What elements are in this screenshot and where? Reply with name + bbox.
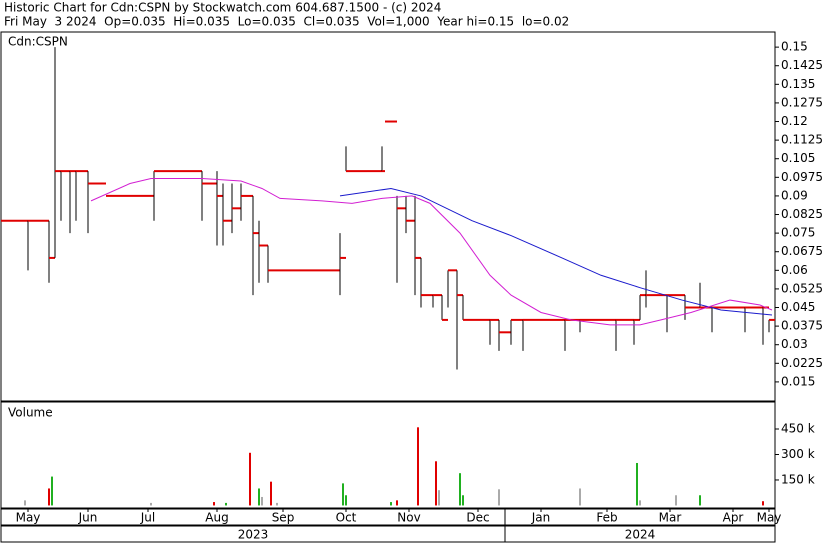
x-tick-label: May bbox=[757, 511, 782, 525]
chart-subtitle: Fri May 3 2024 Op=0.035 Hi=0.035 Lo=0.03… bbox=[4, 15, 569, 29]
panel-label: Volume bbox=[8, 406, 53, 420]
volume-bar bbox=[762, 501, 764, 506]
y-tick-label: 0.06 bbox=[781, 263, 808, 277]
volume-bar bbox=[150, 502, 152, 506]
volume-bar bbox=[213, 502, 215, 506]
volume-bar bbox=[345, 495, 347, 506]
y-tick-label: 0.0525 bbox=[781, 281, 823, 295]
year-label: 2024 bbox=[625, 528, 656, 542]
price-panel bbox=[0, 31, 776, 402]
y-tick-label: 0.03 bbox=[781, 337, 808, 351]
month-band bbox=[0, 508, 776, 526]
volume-bar bbox=[579, 488, 581, 506]
y-tick-label: 0.045 bbox=[781, 300, 815, 314]
y-tick-label: 0.1275 bbox=[781, 95, 823, 109]
x-tick-label: Mar bbox=[659, 511, 682, 525]
x-tick-label: Aug bbox=[205, 511, 228, 525]
chart-title: Historic Chart for Cdn:CSPN by Stockwatc… bbox=[4, 1, 441, 15]
y-tick-label: 0.0825 bbox=[781, 207, 823, 221]
volume-bar bbox=[459, 473, 461, 506]
y-tick-label: 0.075 bbox=[781, 226, 815, 240]
y-tick-label: 0.105 bbox=[781, 151, 815, 165]
volume-bar bbox=[225, 502, 227, 506]
volume-bar bbox=[675, 495, 677, 506]
volume-bar bbox=[24, 500, 26, 506]
y-tick-label: 0.09 bbox=[781, 188, 808, 202]
y-tick-label: 0.0675 bbox=[781, 244, 823, 258]
volume-bar bbox=[639, 500, 641, 506]
volume-bar bbox=[258, 488, 260, 506]
x-tick-label: Apr bbox=[723, 511, 744, 525]
x-tick-label: Oct bbox=[336, 511, 357, 525]
volume-panel bbox=[0, 401, 776, 509]
y-tick-label: 0.1125 bbox=[781, 133, 823, 147]
volume-bar bbox=[249, 452, 251, 506]
volume-bar bbox=[261, 496, 263, 506]
y-tick-label: 150 k bbox=[781, 472, 815, 486]
y-tick-label: 0.1425 bbox=[781, 58, 823, 72]
y-tick-label: 0.135 bbox=[781, 77, 815, 91]
volume-bar bbox=[699, 495, 701, 506]
y-tick-label: 0.0375 bbox=[781, 319, 823, 333]
x-tick-label: Nov bbox=[397, 511, 420, 525]
x-tick-label: Jun bbox=[78, 511, 98, 525]
volume-bar bbox=[636, 462, 638, 506]
year-label: 2023 bbox=[238, 528, 269, 542]
x-tick-label: Jul bbox=[140, 511, 155, 525]
y-tick-label: 0.0975 bbox=[781, 170, 823, 184]
panel-label: Cdn:CSPN bbox=[8, 35, 68, 49]
volume-bar bbox=[498, 489, 500, 506]
y-tick-label: 0.015 bbox=[781, 374, 815, 388]
volume-bar bbox=[51, 476, 53, 506]
x-tick-label: May bbox=[16, 511, 41, 525]
y-tick-label: 450 k bbox=[781, 422, 815, 436]
x-tick-label: Sep bbox=[272, 511, 295, 525]
moving-average bbox=[90, 178, 773, 326]
volume-bar bbox=[276, 502, 278, 506]
x-tick-label: Feb bbox=[596, 511, 617, 525]
volume-bar bbox=[48, 488, 50, 506]
volume-bar bbox=[435, 461, 437, 506]
moving-average bbox=[339, 187, 773, 316]
volume-bar bbox=[342, 483, 344, 506]
volume-bar bbox=[390, 502, 392, 506]
volume-bar bbox=[462, 495, 464, 506]
y-tick-label: 300 k bbox=[781, 447, 815, 461]
x-tick-label: Dec bbox=[466, 511, 489, 525]
volume-bar bbox=[417, 427, 419, 506]
y-tick-label: 0.12 bbox=[781, 114, 808, 128]
volume-bar bbox=[438, 490, 440, 506]
year-band bbox=[0, 525, 776, 543]
volume-bar bbox=[396, 500, 398, 506]
volume-bar bbox=[270, 481, 272, 506]
x-tick-label: Jan bbox=[531, 511, 551, 525]
y-tick-label: 0.15 bbox=[781, 40, 808, 54]
y-tick-label: 0.0225 bbox=[781, 356, 823, 370]
